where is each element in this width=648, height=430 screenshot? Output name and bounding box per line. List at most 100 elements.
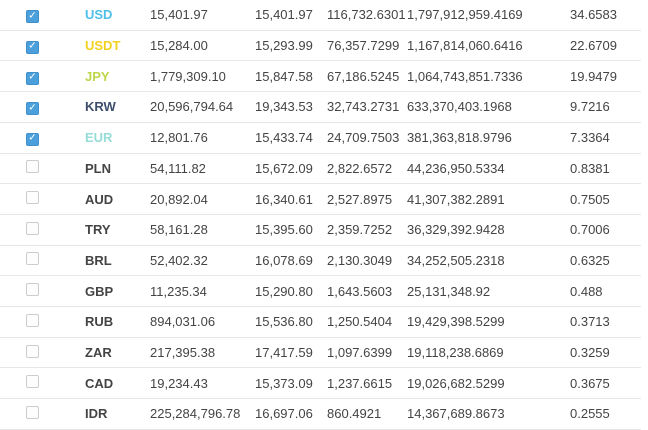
table-row: PLN 54,111.82 15,672.09 2,822.6572 44,236,95… (0, 153, 641, 185)
value-col-3: 1,097.6399 (327, 345, 393, 361)
checkbox-checked-icon[interactable]: ✓ (26, 40, 39, 54)
table-row: IDR 225,284,796.78 16,697.06 860.4921 14,367… (0, 399, 641, 430)
value-col-3: 1,237.6615 (327, 375, 393, 391)
value-col-1: 19,234.43 (150, 375, 208, 391)
table-row: BRL 52,402.32 16,078.69 2,130.3049 34,252,50… (0, 245, 641, 277)
value-col-5: 7.3364 (570, 130, 610, 146)
checkbox-unchecked-icon[interactable] (26, 375, 39, 389)
checkbox-unchecked-icon[interactable] (26, 191, 39, 205)
value-col-3: 2,822.6572 (327, 160, 393, 176)
checkbox-checked-icon[interactable]: ✓ (26, 132, 39, 146)
value-col-4: 19,118,238.6869 (407, 345, 504, 361)
value-col-5: 0.6325 (570, 252, 610, 268)
table-row: ✓ USDT 15,284.00 15,293.99 76,357.7299 1,167,… (0, 30, 641, 62)
table-row: ✓ JPY 1,779,309.10 15,847.58 67,186.5245 1,06… (0, 61, 641, 93)
currency-code: PLN (85, 160, 111, 176)
checkbox-checked-icon[interactable]: ✓ (26, 71, 39, 85)
value-col-4: 1,064,743,851.7336 (407, 68, 523, 84)
checkbox-cell (0, 283, 85, 299)
checkbox-unchecked-icon[interactable] (26, 252, 39, 266)
value-col-3: 116,732.6301 (327, 7, 406, 23)
currency-code: RUB (85, 314, 114, 330)
value-col-4: 44,236,950.5334 (407, 160, 505, 176)
value-col-2: 15,672.09 (255, 160, 313, 176)
checkmark-glyph: ✓ (28, 132, 37, 144)
value-col-5: 22.6709 (570, 38, 617, 54)
value-col-2: 16,340.61 (255, 191, 313, 207)
checkbox-unchecked-icon[interactable] (26, 221, 39, 235)
value-col-5: 19.9479 (570, 68, 617, 84)
value-col-4: 1,797,912,959.4169 (407, 7, 523, 23)
value-col-3: 24,709.7503 (327, 130, 400, 146)
table-row: RUB 894,031.06 15,536.80 1,250.5404 19,429,3… (0, 307, 641, 338)
currency-code: TRY (85, 222, 111, 238)
value-col-4: 19,026,682.5299 (407, 375, 505, 391)
value-col-5: 0.8381 (570, 160, 610, 176)
value-col-2: 15,536.80 (255, 314, 313, 330)
value-col-1: 15,401.97 (150, 7, 208, 23)
table-row: CAD 19,234.43 15,373.09 1,237.6615 19,026,68… (0, 368, 641, 400)
value-col-1: 20,596,794.64 (150, 99, 234, 115)
table-row: ✓ USD 15,401.97 15,401.97 116,732.6301 1,797,… (0, 0, 641, 31)
value-col-5: 9.7216 (570, 99, 610, 115)
currency-code: USDT (85, 38, 121, 54)
checkbox-cell: ✓ (0, 7, 85, 24)
checkbox-unchecked-icon[interactable] (26, 344, 39, 358)
value-col-2: 15,290.80 (255, 283, 313, 299)
value-col-2: 16,078.69 (255, 252, 313, 268)
checkbox-unchecked-icon[interactable] (26, 313, 39, 327)
checkbox-cell: ✓ (0, 68, 85, 85)
value-col-1: 1,779,309.10 (150, 68, 226, 84)
value-col-3: 1,643.5603 (327, 283, 393, 299)
value-col-2: 15,373.09 (255, 375, 313, 391)
currency-code: AUD (85, 191, 114, 207)
checkbox-cell (0, 344, 85, 361)
value-col-3: 860.4921 (327, 406, 382, 422)
value-col-4: 34,252,505.2318 (407, 252, 505, 268)
value-col-3: 32,743.2731 (327, 99, 400, 115)
checkbox-cell (0, 221, 85, 238)
checkmark-glyph: ✓ (28, 10, 37, 22)
checkbox-unchecked-icon[interactable] (26, 283, 39, 297)
value-col-3: 2,359.7252 (327, 222, 393, 238)
currency-code: GBP (85, 283, 114, 299)
checkbox-cell (0, 160, 85, 176)
table-row: ✓ EUR 12,801.76 15,433.74 24,709.7503 381,363… (0, 122, 641, 154)
value-col-1: 11,235.34 (150, 283, 207, 299)
checkbox-cell (0, 405, 85, 422)
checkbox-checked-icon[interactable]: ✓ (26, 10, 39, 24)
currency-code: ZAR (85, 345, 112, 361)
value-col-1: 58,161.28 (150, 222, 208, 238)
value-col-2: 15,847.58 (255, 68, 313, 84)
currency-code: EUR (85, 130, 113, 146)
value-col-2: 15,293.99 (255, 38, 313, 54)
value-col-4: 25,131,348.92 (407, 283, 491, 299)
value-col-5: 0.488 (570, 283, 603, 299)
table-row: ✓ KRW 20,596,794.64 19,343.53 32,743.2731 633… (0, 92, 641, 123)
value-col-3: 67,186.5245 (327, 68, 400, 84)
checkmark-glyph: ✓ (28, 71, 37, 83)
value-col-3: 76,357.7299 (327, 38, 400, 54)
value-col-4: 14,367,689.8673 (407, 406, 505, 422)
value-col-1: 894,031.06 (150, 314, 216, 330)
value-col-1: 54,111.82 (150, 160, 206, 176)
value-col-5: 0.3259 (570, 345, 610, 361)
value-col-3: 2,527.8975 (327, 191, 393, 207)
checkmark-glyph: ✓ (28, 102, 37, 114)
currency-code: IDR (85, 406, 108, 422)
checkbox-cell (0, 375, 85, 391)
currency-code: KRW (85, 99, 116, 115)
value-col-3: 1,250.5404 (327, 314, 393, 330)
value-col-1: 217,395.38 (150, 345, 216, 361)
value-col-4: 381,363,818.9796 (407, 130, 512, 146)
checkbox-cell (0, 313, 85, 330)
checkbox-checked-icon[interactable]: ✓ (26, 102, 39, 116)
checkbox-cell: ✓ (0, 129, 85, 146)
checkbox-unchecked-icon[interactable] (26, 405, 39, 419)
value-col-4: 41,307,382.2891 (407, 191, 505, 207)
checkbox-unchecked-icon[interactable] (26, 160, 39, 174)
checkbox-cell (0, 252, 85, 268)
value-col-3: 2,130.3049 (327, 252, 393, 268)
value-col-5: 0.3675 (570, 375, 610, 391)
